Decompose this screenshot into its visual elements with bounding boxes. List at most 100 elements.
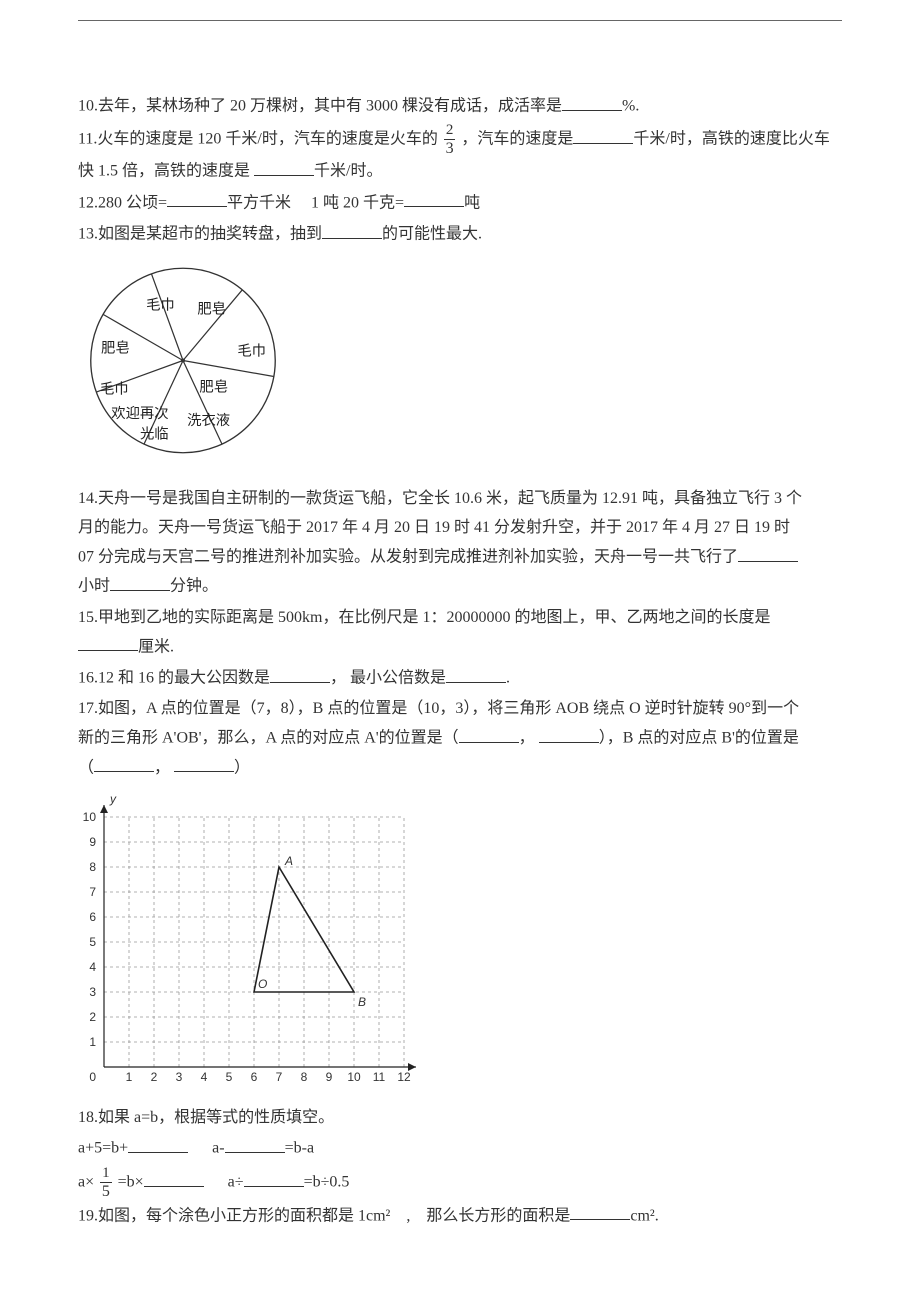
svg-text:1: 1	[126, 1070, 133, 1084]
svg-text:4: 4	[201, 1070, 208, 1084]
q17-line2: 新的三角形 A'OB'，那么，A 点的对应点 A'的位置是（， ），B 点的对应…	[78, 724, 842, 753]
q16-blank-2	[446, 664, 506, 683]
q17-line3: （ ， ）	[78, 754, 842, 783]
q18-text-a: 18.如果 a=b，根据等式的性质填空。	[78, 1104, 842, 1133]
svg-text:10: 10	[347, 1070, 361, 1084]
q11-fraction: 23	[444, 123, 456, 157]
svg-text:O: O	[258, 977, 267, 991]
q17-text-f: ，	[154, 759, 170, 776]
q16-text-c: .	[506, 670, 510, 687]
svg-text:4: 4	[89, 960, 96, 974]
q14-line4a: 小时	[78, 578, 110, 595]
svg-text:6: 6	[89, 910, 96, 924]
svg-text:毛巾: 毛巾	[100, 380, 129, 397]
q11-blank-1	[573, 125, 633, 144]
q17-text-g: ）	[234, 759, 250, 776]
svg-text:8: 8	[301, 1070, 308, 1084]
q18-l2b: =b×	[114, 1174, 144, 1191]
svg-text:9: 9	[89, 835, 96, 849]
q18-blank-1	[128, 1134, 188, 1153]
coord-chart: 123456789101112123456789100xyOAB	[78, 789, 842, 1100]
q18-blank-3	[144, 1168, 204, 1187]
q10-text-b: %.	[622, 98, 639, 115]
q19-text-a: 19.如图，每个涂色小正方形的面积都是 1cm² , 那么长方形的面积是	[78, 1207, 570, 1224]
q11-text-a: 11.火车的速度是 120 千米/时，汽车的速度是火车的	[78, 131, 442, 148]
q18-l2c: a÷	[228, 1174, 244, 1191]
q17-text-c: ，	[519, 730, 535, 747]
question-15: 15.甲地到乙地的实际距离是 500km，在比例尺是 1：20000000 的地…	[78, 604, 842, 662]
q18-blank-2	[225, 1134, 285, 1153]
q17-blank-4	[174, 754, 234, 773]
question-17: 17.如图，A 点的位置是（7，8），B 点的位置是（10，3），将三角形 AO…	[78, 695, 842, 783]
q17-text-e: （	[78, 759, 94, 776]
q16-text-a: 16.12 和 16 的最大公因数是	[78, 670, 270, 687]
q14-line4b: 分钟。	[170, 578, 218, 595]
svg-text:7: 7	[89, 885, 96, 899]
svg-text:6: 6	[251, 1070, 258, 1084]
q13-text-a: 13.如图是某超市的抽奖转盘，抽到	[78, 226, 322, 243]
q12-text-b: 平方千米 1 吨 20 千克=	[227, 194, 404, 211]
svg-text:欢迎再次: 欢迎再次	[111, 404, 168, 421]
svg-text:肥皂: 肥皂	[199, 378, 228, 395]
q14-line4: 小时 分钟。	[78, 572, 842, 601]
q11-text-d: 千米/时。	[314, 163, 382, 180]
svg-text:B: B	[358, 995, 366, 1009]
q18-eqline2: a× 15 =b× a÷=b÷0.5	[78, 1166, 842, 1200]
q14-blank-1	[738, 543, 798, 562]
q15-blank	[78, 633, 138, 652]
page-top-rule	[78, 20, 842, 21]
svg-text:毛巾: 毛巾	[146, 296, 175, 313]
q17-blank-3	[94, 754, 154, 773]
q14-line3a: 07 分完成与天宫二号的推进剂补加实验。从发射到完成推进剂补加实验，天舟一号一共…	[78, 549, 738, 566]
q10-blank	[562, 92, 622, 111]
svg-text:9: 9	[326, 1070, 333, 1084]
q16-blank-1	[270, 664, 330, 683]
q11-frac-den: 3	[444, 140, 456, 157]
q14-line2: 月的能力。天舟一号货运飞船于 2017 年 4 月 20 日 19 时 41 分…	[78, 514, 842, 543]
svg-text:y: y	[109, 792, 117, 806]
q19-text-b: cm².	[630, 1207, 658, 1224]
q18-l1b: a-	[212, 1140, 224, 1157]
svg-text:7: 7	[276, 1070, 283, 1084]
q13-text-b: 的可能性最大.	[382, 226, 482, 243]
spinner-chart: 肥皂毛巾毛巾肥皂肥皂毛巾洗衣液欢迎再次光临	[78, 258, 842, 474]
q19-blank	[570, 1202, 630, 1221]
coord-svg: 123456789101112123456789100xyOAB	[78, 789, 418, 1089]
q14-line3: 07 分完成与天宫二号的推进剂补加实验。从发射到完成推进剂补加实验，天舟一号一共…	[78, 543, 842, 572]
svg-text:肥皂: 肥皂	[197, 300, 226, 317]
q12-text-c: 吨	[464, 194, 480, 211]
q12-blank-2	[404, 189, 464, 208]
q18-eqline1: a+5=b+ a-=b-a	[78, 1134, 842, 1163]
svg-text:光临: 光临	[140, 425, 169, 442]
svg-text:0: 0	[89, 1070, 96, 1084]
svg-text:2: 2	[89, 1010, 96, 1024]
svg-text:3: 3	[176, 1070, 183, 1084]
q14-line1: 14.天舟一号是我国自主研制的一款货运飞船，它全长 10.6 米，起飞质量为 1…	[78, 485, 842, 514]
q18-fraction: 15	[100, 1166, 112, 1200]
q12-blank-1	[167, 189, 227, 208]
q18-l1c: =b-a	[285, 1140, 314, 1157]
svg-text:12: 12	[397, 1070, 411, 1084]
svg-text:A: A	[284, 854, 293, 868]
svg-text:10: 10	[83, 810, 97, 824]
svg-text:2: 2	[151, 1070, 158, 1084]
question-18: 18.如果 a=b，根据等式的性质填空。 a+5=b+ a-=b-a a× 15…	[78, 1104, 842, 1200]
question-10: 10.去年，某林场种了 20 万棵树，其中有 3000 棵没有成话，成活率是%.	[78, 92, 842, 121]
q18-frac-num: 1	[100, 1166, 112, 1183]
q18-frac-den: 5	[100, 1183, 112, 1200]
question-14: 14.天舟一号是我国自主研制的一款货运飞船，它全长 10.6 米，起飞质量为 1…	[78, 485, 842, 601]
q15-text-c: 厘米.	[138, 638, 174, 655]
svg-text:11: 11	[373, 1070, 386, 1084]
question-12: 12.280 公顷=平方千米 1 吨 20 千克=吨	[78, 189, 842, 218]
q11-frac-num: 2	[444, 123, 456, 140]
q16-text-b: ， 最小公倍数是	[330, 670, 446, 687]
q14-blank-2	[110, 572, 170, 591]
svg-text:8: 8	[89, 860, 96, 874]
q11-text-b: ，汽车的速度是	[457, 131, 573, 148]
svg-text:洗衣液: 洗衣液	[187, 412, 230, 429]
q10-text-a: 10.去年，某林场种了 20 万棵树，其中有 3000 棵没有成话，成活率是	[78, 98, 562, 115]
q13-blank	[322, 220, 382, 239]
svg-text:毛巾: 毛巾	[237, 342, 266, 359]
svg-text:3: 3	[89, 985, 96, 999]
svg-text:1: 1	[89, 1035, 96, 1049]
